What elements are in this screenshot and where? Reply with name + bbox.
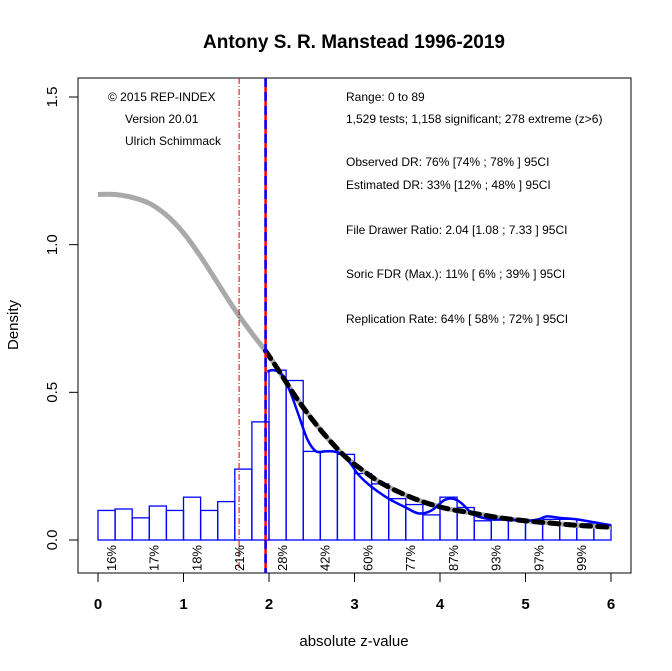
histogram-bar xyxy=(473,520,492,541)
annotation-left: © 2015 REP-INDEX Version 20.01 Ulrich Sc… xyxy=(108,90,222,148)
tests-text: 1,529 tests; 1,158 significant; 278 extr… xyxy=(346,112,602,126)
percent-label: 99% xyxy=(574,545,589,571)
x-tick-label: 6 xyxy=(607,596,615,613)
author-text: Ulrich Schimmack xyxy=(125,134,222,148)
x-tick-label: 4 xyxy=(436,596,445,613)
histogram-bar xyxy=(439,496,458,541)
histogram-bar xyxy=(114,508,133,541)
percent-labels: 16% 17% 18% 21% 28% 42% 60% 77% 87% 93% 97% 99% xyxy=(104,545,589,571)
x-axis-label: absolute z-value xyxy=(299,633,408,650)
histogram-bar xyxy=(165,509,185,541)
vertical-lines xyxy=(238,78,267,573)
version-text: Version 20.01 xyxy=(125,112,199,126)
chart-title: Antony S. R. Manstead 1996-2019 xyxy=(203,32,505,53)
percent-label: 60% xyxy=(360,545,375,571)
y-axis-label: Density xyxy=(5,299,22,350)
percent-label: 21% xyxy=(232,545,247,571)
x-tick-label: 0 xyxy=(94,596,102,613)
percent-label: 28% xyxy=(275,545,290,571)
percent-label: 17% xyxy=(147,545,162,571)
range-text: Range: 0 to 89 xyxy=(346,90,425,104)
observed-dr-text: Observed DR: 76% [74% ; 78% ] 95CI xyxy=(346,155,549,169)
y-axis: 0.0 0.5 1.0 1.5 xyxy=(44,87,78,551)
y-tick-label: 1.5 xyxy=(44,87,61,108)
estimated-dr-text: Estimated DR: 33% [12% ; 48% ] 95CI xyxy=(346,178,551,192)
percent-label: 87% xyxy=(446,545,461,571)
histogram-bars xyxy=(97,369,612,541)
histogram-bar xyxy=(490,518,510,541)
histogram-bar xyxy=(388,498,407,541)
percent-label: 77% xyxy=(403,545,418,571)
histogram-bar xyxy=(422,514,441,541)
y-tick-label: 0.5 xyxy=(44,382,61,403)
x-axis: 0 1 2 3 4 5 6 xyxy=(94,573,615,613)
y-tick-label: 1.0 xyxy=(44,234,61,255)
y-tick-label: 0.0 xyxy=(44,530,61,551)
x-tick-label: 1 xyxy=(179,596,187,613)
fit-curve-black-dashed xyxy=(263,348,614,530)
histogram-bar xyxy=(97,509,116,541)
percent-label: 97% xyxy=(531,545,546,571)
histogram-bar xyxy=(268,369,287,541)
histogram-bar xyxy=(302,450,321,541)
percent-label: 16% xyxy=(104,545,119,571)
percent-label: 18% xyxy=(189,545,204,571)
percent-label: 93% xyxy=(489,545,504,571)
annotation-right: Range: 0 to 89 1,529 tests; 1,158 signif… xyxy=(346,90,602,326)
histogram-bar xyxy=(148,505,168,541)
copyright-text: © 2015 REP-INDEX xyxy=(108,90,216,104)
x-tick-label: 5 xyxy=(521,596,529,613)
replication-rate-text: Replication Rate: 64% [ 58% ; 72% ] 95CI xyxy=(346,312,568,326)
histogram-bar xyxy=(319,450,339,541)
x-tick-label: 2 xyxy=(265,596,273,613)
histogram-bar xyxy=(199,509,219,541)
density-curve-blue xyxy=(266,368,612,527)
histogram-bar xyxy=(524,521,544,541)
histogram-bar xyxy=(131,517,150,541)
histogram-bar xyxy=(182,496,202,541)
file-drawer-text: File Drawer Ratio: 2.04 [1.08 ; 7.33 ] 9… xyxy=(346,223,567,237)
x-tick-label: 3 xyxy=(350,596,358,613)
histogram-bar xyxy=(217,500,236,541)
histogram-bar xyxy=(234,468,253,541)
percent-label: 42% xyxy=(318,545,333,571)
curves xyxy=(97,191,614,530)
soric-fdr-text: Soric FDR (Max.): 11% [ 6% ; 39% ] 95CI xyxy=(346,267,565,281)
